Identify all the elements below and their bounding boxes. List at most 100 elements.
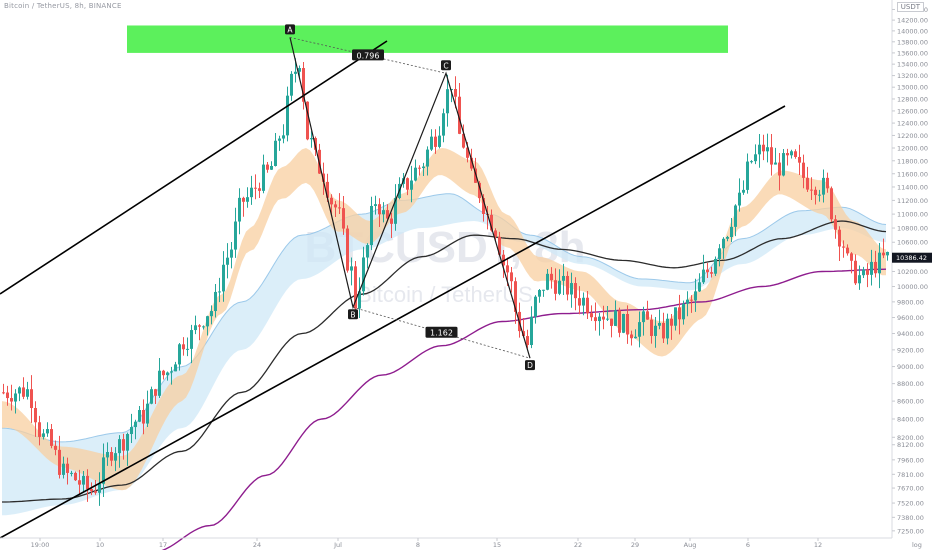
candle-body	[474, 168, 477, 183]
time-tick-label: 22	[574, 541, 582, 549]
price-tick-label: 12200.00	[897, 132, 928, 140]
candle-body	[266, 164, 269, 170]
candle-body	[762, 144, 765, 152]
trend-cloud	[2, 193, 886, 516]
candle-body	[534, 296, 537, 317]
candle-body	[538, 290, 541, 297]
candle-body	[146, 403, 149, 424]
price-tick-label: 11800.00	[897, 157, 928, 165]
candle-body	[326, 181, 329, 198]
candle-body	[138, 410, 141, 422]
candle-body	[154, 389, 157, 396]
harmonic-pattern-legs	[289, 37, 531, 359]
candle-body	[310, 138, 313, 140]
candle-body	[862, 269, 865, 276]
pattern-point-label: D	[527, 361, 533, 370]
candle-body	[298, 68, 301, 72]
candle-body	[478, 182, 481, 199]
candle-body	[658, 322, 661, 326]
ratio-label-box	[352, 49, 384, 61]
candle-body	[454, 88, 457, 97]
candle-body	[490, 214, 493, 231]
price-tick-label: 8600.00	[897, 398, 924, 406]
candle-body	[62, 463, 65, 475]
candle-body	[98, 483, 101, 493]
candle-body	[698, 282, 701, 292]
price-tick-label: 12000.00	[897, 144, 928, 152]
candle-body	[694, 291, 697, 301]
candle-body	[122, 439, 125, 451]
candle-body	[254, 187, 257, 189]
candle-body	[338, 207, 341, 209]
candle-body	[526, 336, 529, 346]
candle-body	[838, 229, 841, 247]
price-tick-label: 10800.00	[897, 225, 928, 233]
time-tick-label: 8	[416, 541, 420, 549]
candle-body	[562, 275, 565, 281]
price-tick-label: 7380.00	[897, 514, 924, 522]
candle-body	[42, 433, 45, 437]
price-tick-label: 9600.00	[897, 314, 924, 322]
candle-body	[202, 326, 205, 328]
price-tick-label: 13800.00	[897, 38, 928, 46]
pattern-point-label: B	[350, 310, 355, 319]
candle-body	[186, 348, 189, 350]
candle-body	[514, 281, 517, 312]
candle-body	[466, 147, 469, 158]
candle-body	[422, 166, 425, 169]
candle-body	[350, 266, 353, 271]
candle-body	[182, 344, 185, 350]
candle-body	[178, 344, 181, 365]
candle-body	[230, 249, 233, 258]
ratio-label: 0.796	[357, 51, 380, 60]
candle-body	[546, 273, 549, 290]
price-tick-label: 13200.00	[897, 72, 928, 80]
candle-body	[130, 427, 133, 435]
log-scale-toggle[interactable]: log	[912, 541, 922, 549]
price-tick-label: 12800.00	[897, 95, 928, 103]
candle-body	[246, 197, 249, 202]
channel-lower-line	[0, 105, 786, 539]
candle-body	[594, 317, 597, 322]
candle-body	[434, 136, 437, 147]
candle-body	[746, 161, 749, 190]
candle-body	[770, 147, 773, 165]
candle-body	[158, 370, 161, 396]
candle-body	[50, 429, 53, 446]
candle-body	[134, 421, 137, 428]
price-tick-label: 7250.00	[897, 527, 924, 535]
candle-body	[418, 167, 421, 169]
price-tick-label: 9200.00	[897, 346, 924, 354]
price-tick-label: 8800.00	[897, 380, 924, 388]
candle-body	[842, 246, 845, 248]
candle-body	[802, 162, 805, 178]
candle-body	[714, 258, 717, 274]
candle-body	[806, 177, 809, 190]
price-tick-label: 11200.00	[897, 197, 928, 205]
candle-body	[610, 318, 613, 326]
time-tick-label: 15	[493, 541, 501, 549]
candle-body	[174, 364, 177, 372]
candle-body	[126, 434, 129, 451]
candle-body	[506, 265, 509, 273]
candle-body	[26, 389, 29, 397]
candle-body	[818, 194, 821, 196]
candle-body	[378, 204, 381, 215]
pattern-point-box	[525, 360, 535, 371]
time-tick-label: 12	[814, 541, 822, 549]
candle-body	[854, 260, 857, 284]
candle-body	[738, 192, 741, 206]
candle-body	[598, 316, 601, 322]
candle-body	[582, 297, 585, 306]
pattern-point-box	[441, 60, 451, 71]
candle-body	[346, 228, 349, 271]
currency-badge[interactable]: USDT	[896, 2, 924, 12]
candle-body	[386, 210, 389, 219]
candle-body	[150, 389, 153, 404]
price-tick-label: 11400.00	[897, 183, 928, 191]
candle-body	[622, 313, 625, 333]
price-tick-label: 12400.00	[897, 120, 928, 128]
price-tick-label: 8400.00	[897, 415, 924, 423]
candle-body	[822, 177, 825, 195]
